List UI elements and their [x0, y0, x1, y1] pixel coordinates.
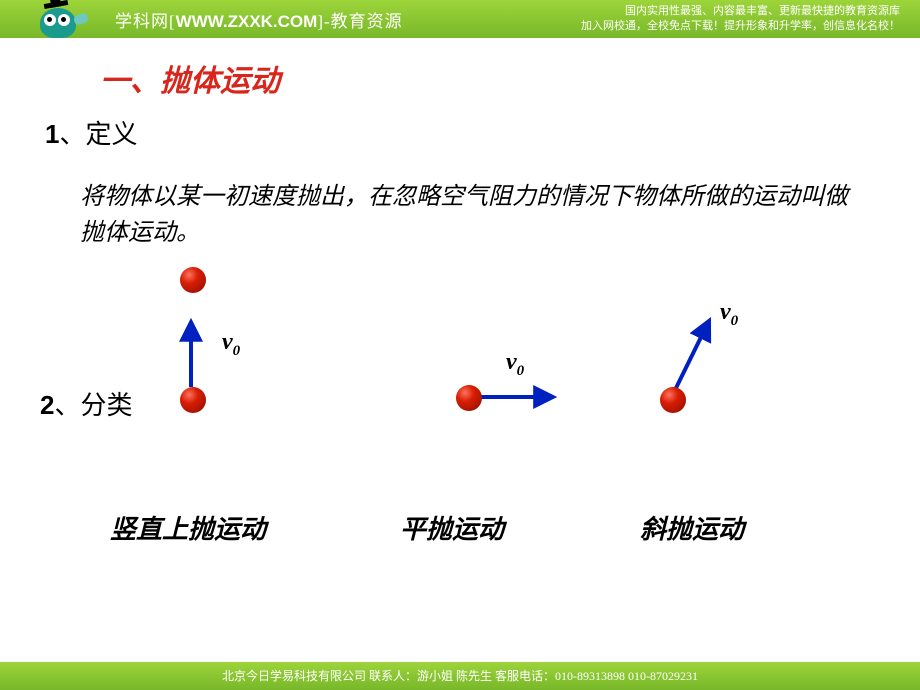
header-tagline-2: 加入网校通，全校免点下载！提升形象和升学率，创信息化名校！ [581, 19, 900, 34]
type-horizontal: 平抛运动 [400, 509, 504, 546]
ball-oblique [660, 387, 686, 413]
site-url: WWW.ZXXK.COM [176, 12, 318, 31]
header-tagline: 国内实用性最强、内容最丰富、更新最快捷的教育资源库 加入网校通，全校免点下载！提… [581, 4, 900, 34]
v0-label-vertical: v0 [222, 329, 240, 360]
page-header: 学科网[WWW.ZXXK.COM]-教育资源 国内实用性最强、内容最丰富、更新最… [0, 0, 920, 38]
section-title: 一、抛体运动 [100, 56, 880, 100]
sub1-text: 、定义 [59, 120, 137, 149]
site-name-prefix: 学科网[ [115, 12, 176, 31]
sub1-num: 1 [45, 119, 59, 149]
type-vertical: 竖直上抛运动 [110, 509, 266, 546]
owl-logo [30, 0, 90, 38]
definition-text: 将物体以某一初速度抛出，在忽略空气阻力的情况下物体所做的运动叫做抛体运动。 [80, 179, 860, 251]
v0-label-horizontal: v0 [506, 349, 524, 380]
v0-label-oblique: v0 [720, 299, 738, 330]
site-name: 学科网[WWW.ZXXK.COM]-教育资源 [115, 7, 403, 32]
site-name-suffix: ]-教育资源 [317, 12, 402, 31]
page-footer: 北京今日学易科技有限公司 联系人：游小姐 陈先生 客服电话：010-893138… [0, 662, 920, 690]
diagram-area: 2、分类 v0 v0 v0 竖直上抛运动 平 [40, 257, 880, 517]
slide-content: 一、抛体运动 1、定义 将物体以某一初速度抛出，在忽略空气阻力的情况下物体所做的… [0, 38, 920, 517]
header-tagline-1: 国内实用性最强、内容最丰富、更新最快捷的教育资源库 [581, 4, 900, 19]
ball-horizontal [456, 385, 482, 411]
type-oblique: 斜抛运动 [640, 509, 744, 546]
subheading-definition: 1、定义 [45, 114, 880, 151]
footer-text: 北京今日学易科技有限公司 联系人：游小姐 陈先生 客服电话：010-893138… [222, 669, 698, 683]
